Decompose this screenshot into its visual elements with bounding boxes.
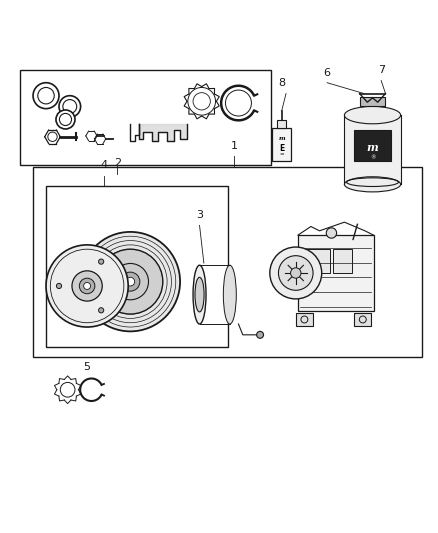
Circle shape [60, 382, 75, 397]
Circle shape [33, 83, 59, 109]
Bar [200, 265, 230, 324]
Bar [296, 313, 313, 326]
Bar [298, 235, 374, 311]
Circle shape [48, 132, 57, 141]
Circle shape [99, 259, 104, 264]
Text: m: m [367, 142, 378, 153]
Text: 8: 8 [278, 78, 285, 88]
Text: E: E [279, 144, 284, 154]
Ellipse shape [223, 265, 236, 324]
Text: 5: 5 [84, 361, 91, 372]
Bar [363, 104, 382, 113]
Text: 3: 3 [196, 210, 203, 220]
Circle shape [84, 282, 91, 289]
Bar [354, 313, 371, 326]
Ellipse shape [195, 277, 204, 312]
Polygon shape [139, 124, 187, 141]
Circle shape [112, 263, 148, 300]
Circle shape [46, 245, 128, 327]
Text: 1: 1 [231, 141, 238, 151]
Circle shape [57, 284, 62, 288]
Circle shape [99, 308, 104, 313]
Bar [20, 70, 271, 165]
Circle shape [257, 332, 264, 338]
Circle shape [279, 256, 313, 290]
Circle shape [56, 110, 75, 129]
Circle shape [290, 268, 301, 278]
Text: ®: ® [370, 155, 375, 160]
Circle shape [121, 272, 140, 291]
Bar [332, 249, 352, 273]
Bar [46, 187, 228, 346]
Bar [33, 167, 422, 357]
Circle shape [72, 271, 102, 301]
Circle shape [59, 96, 81, 117]
Circle shape [188, 87, 215, 115]
Circle shape [126, 277, 134, 286]
Text: m: m [279, 136, 285, 141]
Circle shape [270, 247, 321, 299]
Ellipse shape [344, 107, 401, 124]
Circle shape [98, 249, 163, 314]
Bar [302, 249, 330, 273]
Circle shape [81, 232, 180, 332]
Ellipse shape [193, 265, 206, 324]
Text: 6: 6 [324, 68, 331, 77]
Text: 7: 7 [378, 66, 385, 75]
Text: 4: 4 [101, 160, 108, 171]
Bar [277, 120, 286, 128]
Ellipse shape [344, 177, 401, 192]
Text: 2: 2 [114, 158, 121, 168]
Bar [344, 115, 401, 184]
Circle shape [63, 100, 77, 114]
Circle shape [326, 228, 337, 238]
Circle shape [193, 93, 210, 110]
Circle shape [38, 87, 54, 104]
Bar [354, 130, 391, 160]
Bar [360, 97, 385, 107]
Text: =: = [279, 152, 284, 157]
Bar [272, 128, 291, 160]
Circle shape [60, 114, 71, 126]
Circle shape [79, 278, 95, 294]
